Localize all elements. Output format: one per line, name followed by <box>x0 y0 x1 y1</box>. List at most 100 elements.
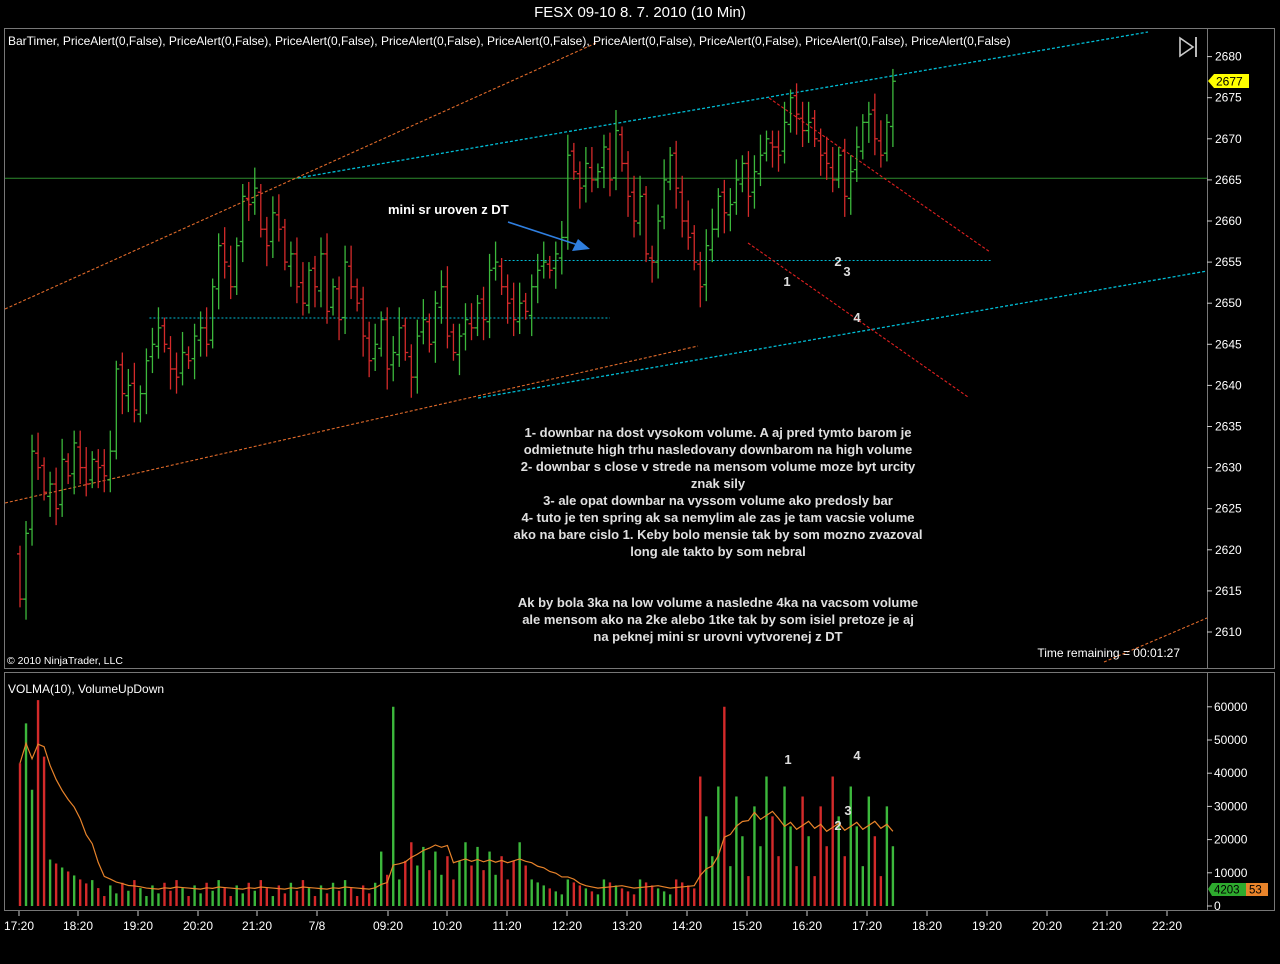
down-price-bar <box>444 266 451 349</box>
window-title: FESX 09-10 8. 7. 2010 (10 Min) <box>0 0 1280 28</box>
upper-channel-line <box>297 31 1149 179</box>
time-tick-label: 17:20 <box>852 919 882 933</box>
down-price-bar <box>799 101 806 148</box>
time-tick-label: 20:20 <box>1032 919 1062 933</box>
up-price-bar <box>655 204 662 279</box>
down-price-bar <box>95 449 102 489</box>
down-price-bar <box>119 352 126 415</box>
up-price-bar <box>330 278 337 316</box>
up-price-bar <box>739 155 746 193</box>
down-price-bar <box>691 225 698 271</box>
volume-tick-label: 50000 <box>1214 733 1248 747</box>
down-price-bar <box>570 142 577 180</box>
down-price-bar <box>625 151 632 217</box>
up-price-bar <box>715 188 722 238</box>
price-point-label-1: 1 <box>783 274 790 289</box>
volume-point-label-4: 4 <box>853 748 861 763</box>
commentary-line: 3- ale opat downbar na vyssom volume ako… <box>543 493 893 508</box>
up-price-bar <box>215 233 222 310</box>
up-price-bar <box>667 147 674 191</box>
up-price-bar <box>372 323 379 372</box>
price-tick-label: 2620 <box>1215 543 1242 557</box>
svg-text:2677: 2677 <box>1216 75 1243 89</box>
down-price-bar <box>829 147 836 193</box>
up-price-bar <box>420 299 427 345</box>
up-price-bar <box>516 282 523 335</box>
price-tick-label: 2645 <box>1215 337 1242 351</box>
down-price-bar <box>480 286 487 341</box>
down-price-bar <box>35 432 42 480</box>
up-price-bar <box>558 221 565 275</box>
up-price-bar <box>438 270 445 324</box>
up-price-bar <box>179 331 186 386</box>
last-price-badge: 2677 <box>1208 74 1249 89</box>
volume-tick-label: 60000 <box>1214 700 1248 714</box>
up-price-bar <box>781 101 788 164</box>
up-price-bar <box>47 471 54 517</box>
up-price-bar <box>600 134 607 189</box>
down-price-bar <box>522 292 529 320</box>
up-price-bar <box>462 303 469 351</box>
commentary-line: 2- downbar s close v strede na mensom vo… <box>521 459 916 474</box>
up-price-bar <box>751 155 758 209</box>
time-remaining-label: Time remaining = 00:01:27 <box>1037 646 1180 660</box>
price-tick-label: 2680 <box>1215 50 1242 64</box>
volume-bars-layer: 1 23 4 <box>18 700 895 906</box>
up-price-bar <box>318 237 324 308</box>
volume-point-label-1: 1 <box>784 752 791 767</box>
up-price-bar <box>757 134 764 187</box>
up-price-bar <box>390 336 397 382</box>
up-price-bar <box>71 430 78 495</box>
orange-trend-lower <box>4 345 699 504</box>
down-price-bar <box>673 140 680 209</box>
down-price-bar <box>576 161 583 209</box>
up-price-bar <box>865 101 872 143</box>
svg-text:4203: 4203 <box>1214 885 1240 897</box>
down-price-bar <box>299 262 306 316</box>
volma-line <box>19 741 894 890</box>
price-tick-label: 2615 <box>1215 584 1242 598</box>
commentary-line: Ak by bola 3ka na low volume a nasledne … <box>518 595 918 610</box>
time-tick-label: 09:20 <box>373 919 403 933</box>
svg-text:53: 53 <box>1249 885 1262 897</box>
time-tick-label: 22:20 <box>1152 919 1182 933</box>
volume-indicators-label: VOLMA(10), VolumeUpDown <box>8 682 164 696</box>
down-price-bar <box>77 430 84 485</box>
price-tick-label: 2675 <box>1215 91 1242 105</box>
down-price-bar <box>769 130 776 168</box>
up-price-bar <box>859 114 866 160</box>
up-price-bar <box>414 319 421 394</box>
price-tick-label: 2655 <box>1215 255 1242 269</box>
price-tick-label: 2630 <box>1215 461 1242 475</box>
up-price-bar <box>378 311 385 357</box>
up-price-bar <box>582 147 589 203</box>
down-price-bar <box>679 175 686 238</box>
up-price-bar <box>137 385 144 423</box>
down-price-bar <box>336 276 343 341</box>
up-price-bar <box>432 290 439 363</box>
down-price-bar <box>324 233 331 324</box>
down-price-bar <box>131 362 138 423</box>
down-price-bar <box>311 255 318 308</box>
price-bars-layer: 1 23 4 <box>17 68 896 620</box>
up-price-bar <box>540 241 547 279</box>
down-price-bar <box>606 132 613 197</box>
up-price-bar <box>594 163 601 189</box>
price-point-label-4: 4 <box>853 310 861 325</box>
commentary-line: ako na bare cislo 1. Keby bolo mensie ta… <box>514 527 923 542</box>
up-price-bar <box>552 241 559 289</box>
price-tick-label: 2650 <box>1215 296 1242 310</box>
last-volma-badge: 53 <box>1246 883 1268 897</box>
up-price-bar <box>763 130 770 162</box>
up-price-bar <box>474 294 481 337</box>
price-tick-label: 2635 <box>1215 420 1242 434</box>
down-price-bar <box>685 200 692 250</box>
down-price-bar <box>83 447 90 497</box>
time-tick-label: 14:20 <box>672 919 702 933</box>
scroll-to-end-icon[interactable] <box>1176 36 1200 58</box>
volume-tick-label: 20000 <box>1214 833 1248 847</box>
commentary-line: 1- downbar na dost vysokom volume. A aj … <box>525 425 912 440</box>
last-volume-badge: 4203 <box>1208 883 1246 897</box>
down-price-bar <box>245 181 252 221</box>
